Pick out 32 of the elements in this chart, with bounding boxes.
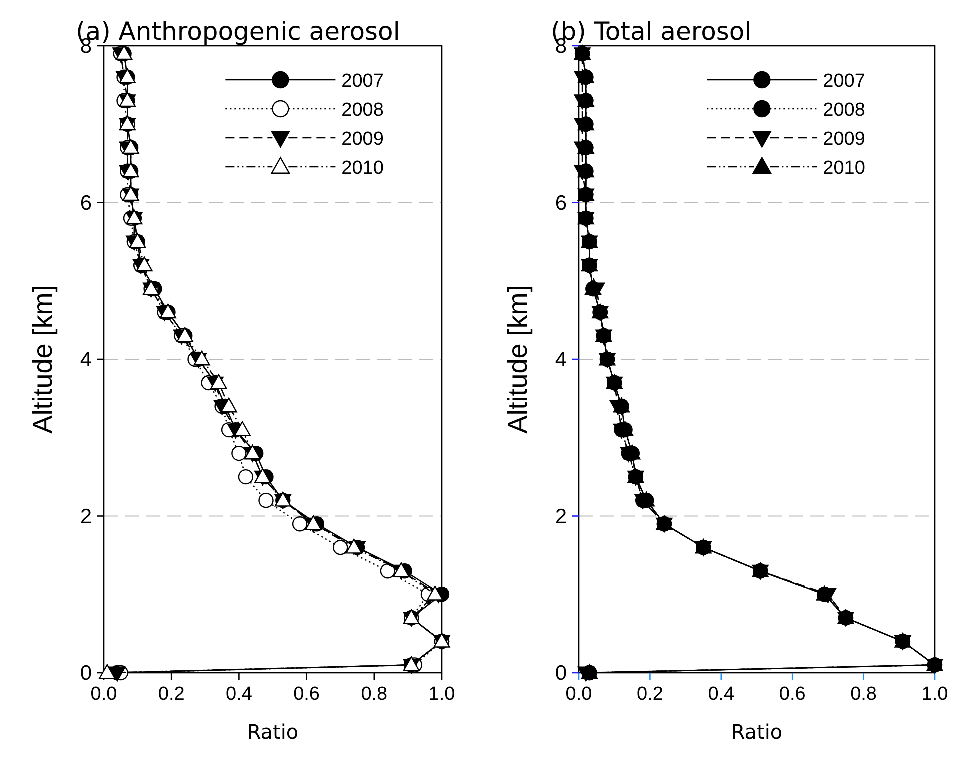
legend-label: 2007 <box>823 71 866 92</box>
y-tick-label: 4 <box>80 348 92 372</box>
y-axis-title: Altitude [km] <box>28 285 58 434</box>
x-tick-label: 0.8 <box>361 684 388 705</box>
x-tick-label: 0.6 <box>294 684 320 705</box>
x-tick-label: 1.0 <box>922 684 948 705</box>
x-tick-label: 0.6 <box>779 684 806 705</box>
x-axis-title: Ratio <box>731 720 783 744</box>
y-tick-label: 4 <box>555 348 568 372</box>
x-tick-label: 0.4 <box>708 684 736 705</box>
legend-label: 2010 <box>823 158 866 179</box>
legend-label: 2008 <box>342 100 384 121</box>
x-tick-label: 0.2 <box>636 684 664 705</box>
y-tick-label: 2 <box>80 505 92 528</box>
legend-label: 2007 <box>342 71 384 92</box>
y-tick-label: 6 <box>555 192 567 215</box>
y-tick-label: 6 <box>80 192 92 215</box>
legend-label: 2008 <box>823 100 866 121</box>
x-tick-label: 0.4 <box>226 684 253 705</box>
y-tick-label: 2 <box>555 505 567 528</box>
x-tick-label: 0.0 <box>90 684 118 705</box>
legend-label: 2009 <box>342 129 384 150</box>
x-axis-title: Ratio <box>247 720 299 744</box>
x-tick-label: 0.0 <box>566 684 592 705</box>
x-tick-label: 0.2 <box>158 684 185 705</box>
x-tick-label: 1.0 <box>428 684 456 705</box>
x-tick-label: 0.8 <box>850 684 878 705</box>
legend-label: 2009 <box>823 129 866 150</box>
y-tick-label: 0 <box>80 662 92 685</box>
y-axis-title: Altitude [km] <box>503 285 533 434</box>
y-tick-label: 0 <box>555 662 567 685</box>
legend-label: 2010 <box>342 158 384 179</box>
